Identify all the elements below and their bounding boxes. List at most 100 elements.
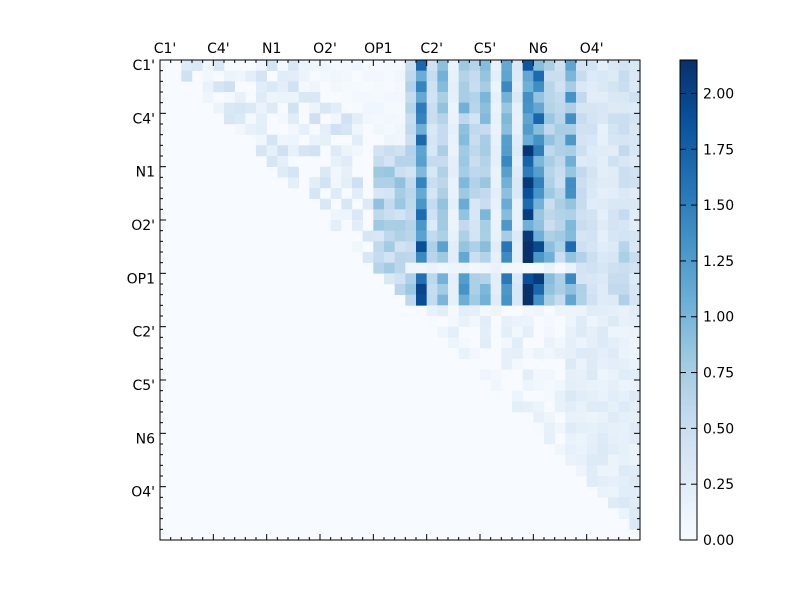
- heatmap-cell: [565, 390, 577, 402]
- heatmap-cell: [597, 465, 609, 477]
- heatmap-cell: [512, 102, 523, 114]
- heatmap-cell: [309, 134, 321, 146]
- heatmap-cell: [362, 81, 374, 93]
- heatmap-cell: [512, 188, 523, 199]
- heatmap-cell: [618, 444, 630, 455]
- heatmap-cell: [576, 465, 587, 477]
- heatmap-cell: [352, 177, 363, 189]
- heatmap-cell: [330, 188, 342, 199]
- heatmap-cell: [480, 145, 491, 157]
- heatmap-cell: [629, 369, 641, 381]
- heatmap-cell: [576, 412, 587, 423]
- heatmap-cell: [544, 177, 555, 189]
- heatmap-cell: [384, 188, 395, 199]
- heatmap-cell: [586, 262, 598, 274]
- heatmap-cell: [608, 113, 619, 125]
- heatmap-cell: [629, 273, 641, 285]
- heatmap-cell: [448, 124, 459, 135]
- heatmap-cell: [426, 284, 438, 295]
- heatmap-cell: [512, 230, 523, 242]
- heatmap-cell: [394, 113, 406, 125]
- heatmap-cell: [565, 284, 577, 295]
- heatmap-cell: [458, 284, 470, 295]
- heatmap-cell: [608, 145, 619, 157]
- heatmap-cell: [544, 337, 555, 349]
- heatmap-cell: [565, 124, 577, 135]
- heatmap-cell: [416, 177, 427, 189]
- heatmap-cell: [352, 188, 363, 199]
- heatmap-cell: [586, 390, 598, 402]
- heatmap-cell: [437, 102, 449, 114]
- heatmap-cell: [213, 81, 225, 93]
- heatmap-cell: [522, 209, 534, 221]
- heatmap-cell: [298, 81, 310, 93]
- heatmap-cell: [405, 113, 417, 125]
- heatmap-cell: [458, 156, 470, 167]
- heatmap-cell: [448, 337, 459, 349]
- heatmap-cell: [437, 70, 449, 82]
- heatmap-cell: [480, 316, 491, 327]
- heatmap-cell: [416, 188, 427, 199]
- heatmap-cell: [629, 262, 641, 274]
- heatmap-cell: [597, 241, 609, 253]
- heatmap-cell: [394, 60, 406, 71]
- heatmap-cell: [490, 134, 502, 146]
- heatmap-cell: [458, 113, 470, 125]
- heatmap-cell: [512, 316, 523, 327]
- heatmap-cell: [608, 337, 619, 349]
- colorbar: [679, 59, 698, 541]
- heatmap-cell: [554, 209, 566, 221]
- heatmap-cell: [586, 166, 598, 178]
- heatmap-cell: [522, 113, 534, 125]
- heatmap-cell: [522, 70, 534, 82]
- heatmap-cell: [586, 188, 598, 199]
- heatmap-cell: [469, 156, 481, 167]
- heatmap-cell: [458, 337, 470, 349]
- heatmap-cell: [309, 124, 321, 135]
- heatmap-cell: [565, 380, 577, 391]
- heatmap-cell: [480, 220, 491, 231]
- heatmap-cell: [394, 273, 406, 285]
- heatmap-cell: [394, 198, 406, 210]
- heatmap-cell: [448, 284, 459, 295]
- heatmap-cell: [298, 92, 310, 103]
- heatmap-cell: [416, 156, 427, 167]
- heatmap-cell: [469, 252, 481, 263]
- heatmap-cell: [416, 145, 427, 157]
- heatmap-cell: [629, 230, 641, 242]
- heatmap-cell: [608, 294, 619, 306]
- heatmap-cell: [256, 70, 267, 82]
- heatmap-cell: [586, 134, 598, 146]
- heatmap-cell: [426, 220, 438, 231]
- heatmap-cell: [501, 262, 513, 274]
- heatmap-cell: [608, 70, 619, 82]
- heatmap-cell: [266, 60, 278, 71]
- heatmap-cell: [576, 252, 587, 263]
- heatmap-cell: [629, 177, 641, 189]
- heatmap-cell: [576, 454, 587, 466]
- heatmap-cell: [576, 444, 587, 455]
- heatmap-cell: [576, 262, 587, 274]
- heatmap-cell: [586, 316, 598, 327]
- heatmap-cell: [341, 156, 353, 167]
- heatmap-cell: [597, 305, 609, 317]
- heatmap-cell: [512, 198, 523, 210]
- heatmap-cells: [160, 60, 641, 540]
- heatmap-cell: [618, 369, 630, 381]
- heatmap-cell: [394, 124, 406, 135]
- heatmap-cell: [501, 156, 513, 167]
- heatmap-cell: [576, 145, 587, 157]
- heatmap-cell: [352, 81, 363, 93]
- heatmap-cell: [512, 390, 523, 402]
- heatmap-cell: [512, 401, 523, 413]
- heatmap-cell: [576, 380, 587, 391]
- heatmap-cell: [181, 60, 193, 71]
- heatmap-cell: [608, 305, 619, 317]
- heatmap-cell: [437, 326, 449, 338]
- heatmap-cell: [288, 166, 299, 178]
- heatmap-cell: [554, 230, 566, 242]
- heatmap-cell: [426, 145, 438, 157]
- heatmap-cell: [629, 102, 641, 114]
- heatmap-cell: [533, 198, 545, 210]
